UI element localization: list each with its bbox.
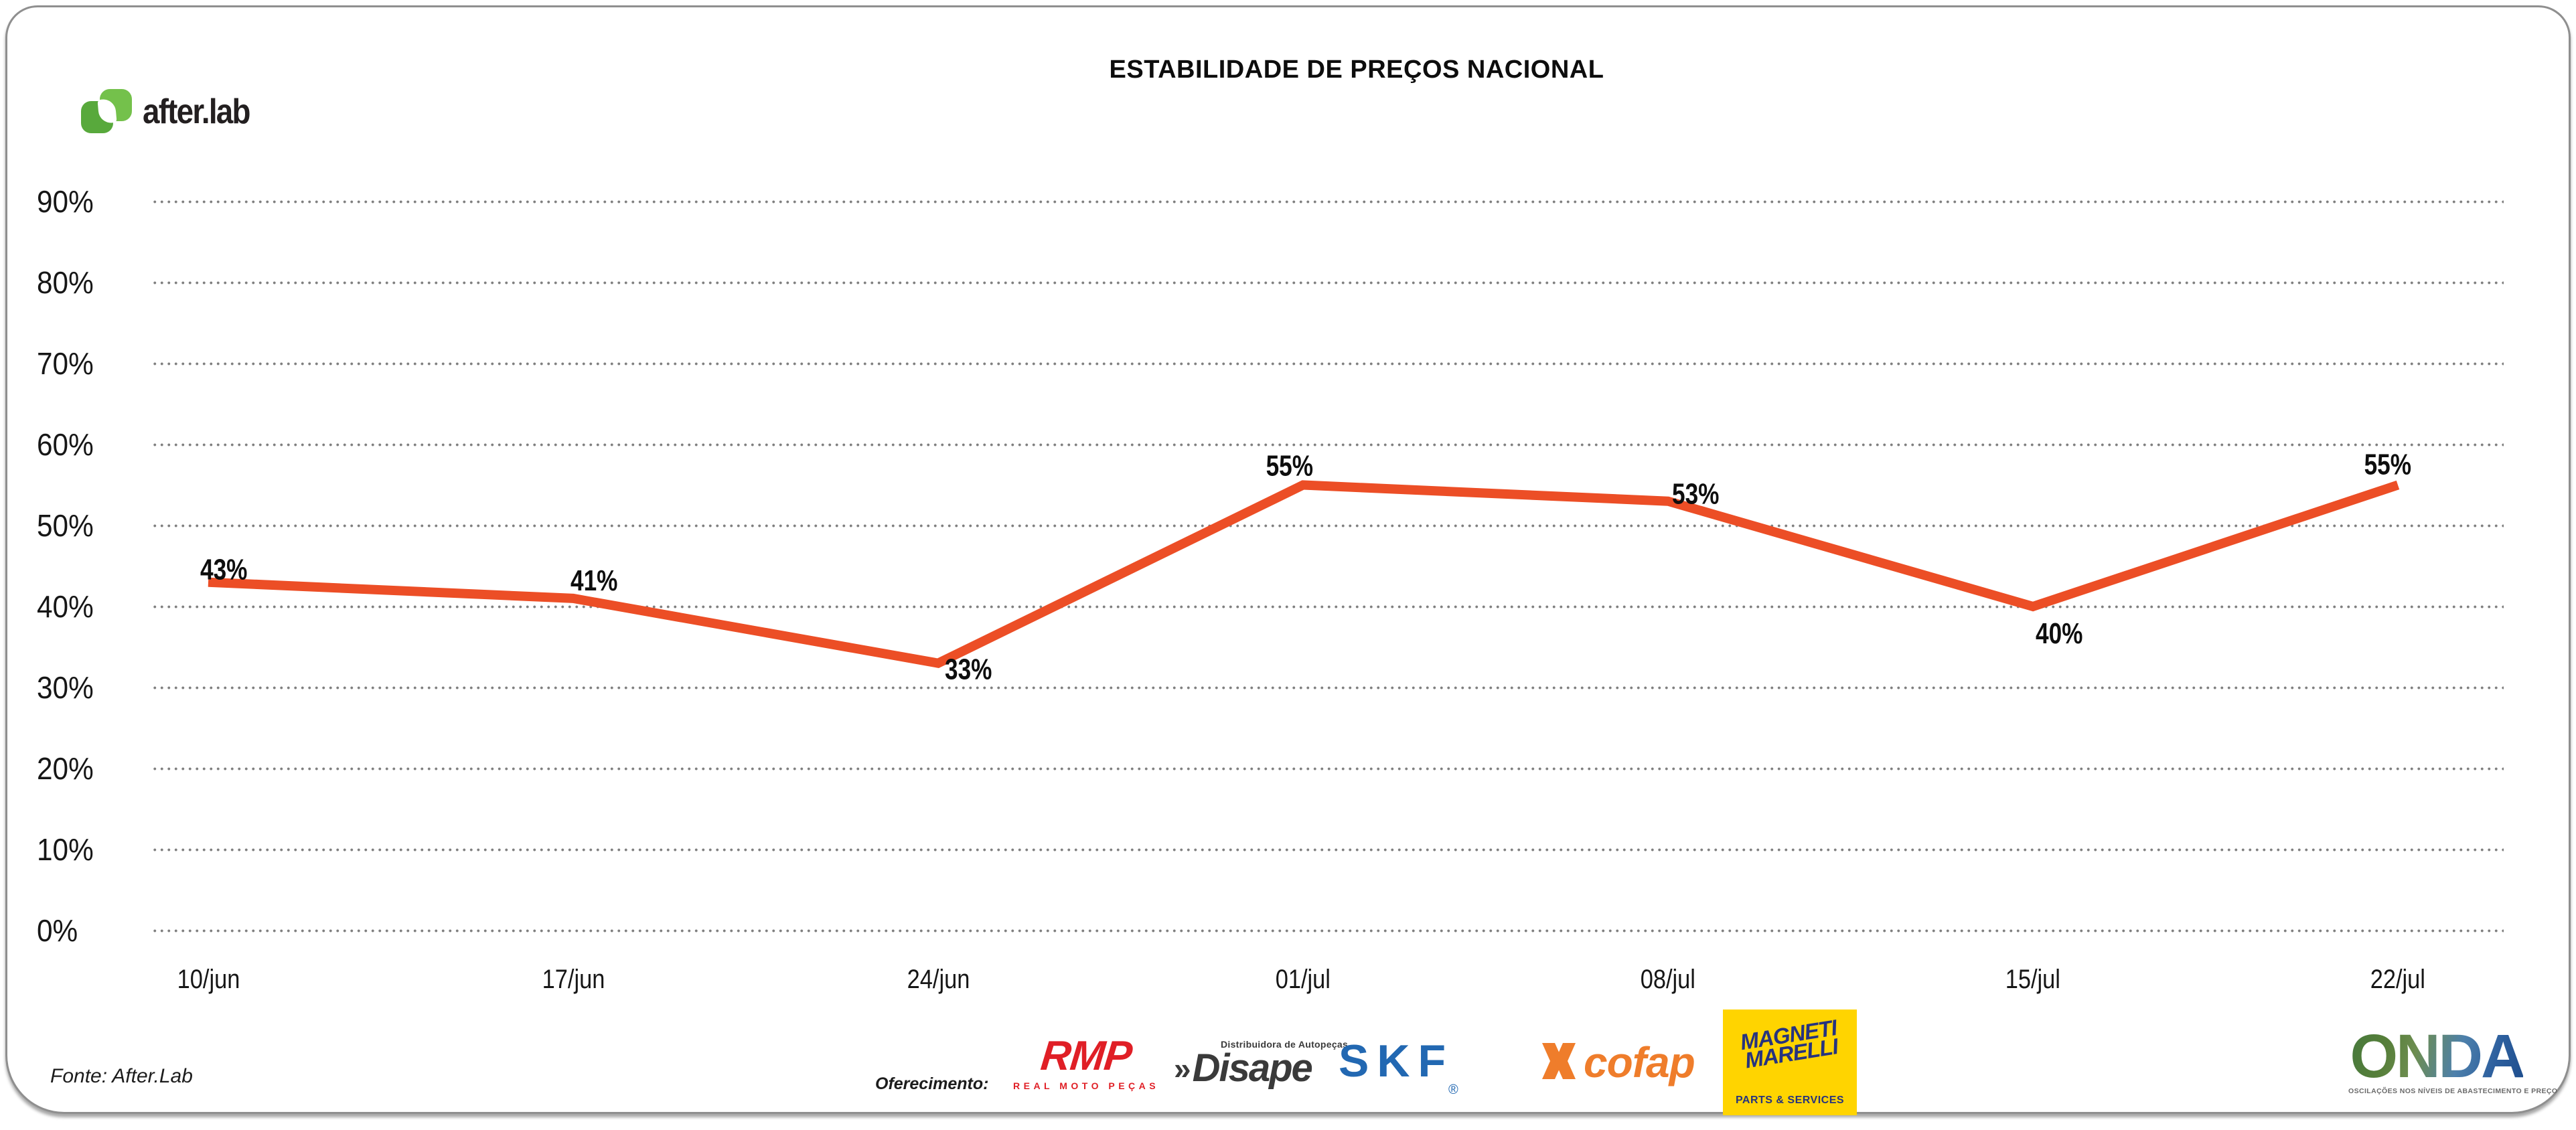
y-axis-tick-label: 10% — [37, 832, 94, 867]
disape-logo-text: Disape — [1192, 1046, 1313, 1090]
magneti-tagline: PARTS & SERVICES — [1735, 1095, 1845, 1106]
y-axis-tick-label: 90% — [37, 184, 94, 219]
afterlab-leaf-icon — [81, 89, 133, 135]
data-point-label: 53% — [1672, 478, 1719, 511]
y-axis-tick-label: 80% — [37, 265, 94, 300]
gridline-20% — [151, 766, 2504, 771]
x-axis-tick-label: 17/jun — [542, 965, 605, 994]
y-axis-tick-label: 50% — [37, 508, 94, 543]
offering-label: Oferecimento: — [875, 1074, 989, 1093]
y-axis-tick-label: 30% — [37, 670, 94, 705]
disape-tagline: Distribuidora de Autopeças — [1221, 1039, 1349, 1050]
y-axis-tick-label: 70% — [37, 346, 94, 381]
magneti-marelli-logo-text: MAGNETI MARELLI — [1721, 1015, 1859, 1073]
chart-title: ESTABILIDADE DE PREÇOS NACIONAL — [1109, 56, 1604, 84]
afterlab-logo-text: after.lab — [143, 92, 250, 131]
data-point-label: 55% — [1266, 450, 1313, 483]
gridline-40% — [151, 604, 2504, 609]
source-note: Fonte: After.Lab — [50, 1065, 193, 1087]
afterlab-logo: after.lab — [81, 89, 264, 135]
onda-tagline: OSCILAÇÕES NOS NÍVEIS DE ABASTECIMENTO E… — [2348, 1087, 2558, 1096]
line-chart: 0% 10% 20% 30% 40% 50% 60% 70% 80% 90% 10/jun 17/ju… — [7, 7, 2576, 1130]
gridline-50% — [151, 523, 2504, 528]
rmp-logo-text: RMP — [1039, 1033, 1134, 1079]
skf-registered-mark: ® — [1448, 1082, 1458, 1097]
data-point-label: 33% — [945, 653, 992, 686]
disape-chevrons-icon: » — [1174, 1051, 1191, 1086]
onda-logo-text: ONDA — [2350, 1022, 2526, 1091]
sponsor-rmp-logo: RMP REAL MOTO PEÇAS — [1013, 1033, 1160, 1091]
gridline-30% — [151, 685, 2504, 690]
rmp-tagline: REAL MOTO PEÇAS — [1013, 1080, 1160, 1091]
gridline-0% — [151, 929, 2504, 933]
x-axis-tick-label: 15/jul — [2005, 965, 2061, 994]
data-point-label: 43% — [200, 554, 247, 586]
skf-logo-text: SKF — [1339, 1036, 1454, 1086]
data-point-label: 40% — [2036, 617, 2082, 650]
y-axis-tick-label: 0% — [37, 913, 78, 948]
sponsor-disape-logo: Distribuidora de Autopeças » Disape — [1174, 1040, 1348, 1088]
trend-line — [208, 480, 2400, 668]
y-axis-tick-label: 60% — [37, 427, 94, 462]
y-axis-tick-label: 20% — [37, 751, 94, 786]
gridline-80% — [151, 280, 2504, 285]
gridline-10% — [151, 847, 2504, 852]
chart-canvas: 43% 41% 33% 55% 53% 40% 55% — [200, 449, 2411, 686]
x-axis-tick-label: 01/jul — [1275, 965, 1331, 994]
x-axis-tick-label: 08/jul — [1640, 965, 1696, 994]
cofap-x-icon — [1541, 1043, 1577, 1082]
gridline-60% — [151, 442, 2504, 447]
data-point-label: 41% — [571, 564, 617, 597]
x-axis-tick-label: 22/jul — [2370, 965, 2426, 994]
y-axis-tick-label: 40% — [37, 589, 94, 624]
x-axis-tick-label: 24/jun — [907, 965, 970, 994]
cofap-logo-text: cofap — [1584, 1038, 1695, 1086]
sponsor-cofap-logo: cofap — [1541, 1041, 1695, 1084]
chart-card: after.lab ESTABILIDADE DE PREÇOS NACIONA… — [5, 5, 2571, 1115]
gridline-70% — [151, 361, 2504, 366]
onda-logo: ONDA OSCILAÇÕES NOS NÍVEIS DE ABASTECIME… — [2348, 1022, 2558, 1096]
gridline-90% — [151, 199, 2504, 204]
sponsor-magneti-marelli-logo: MAGNETI MARELLI PARTS & SERVICES — [1723, 1010, 1857, 1115]
data-point-label: 55% — [2364, 449, 2411, 481]
sponsor-skf-logo: SKF® — [1339, 1038, 1458, 1097]
x-axis-tick-label: 10/jun — [177, 965, 240, 994]
